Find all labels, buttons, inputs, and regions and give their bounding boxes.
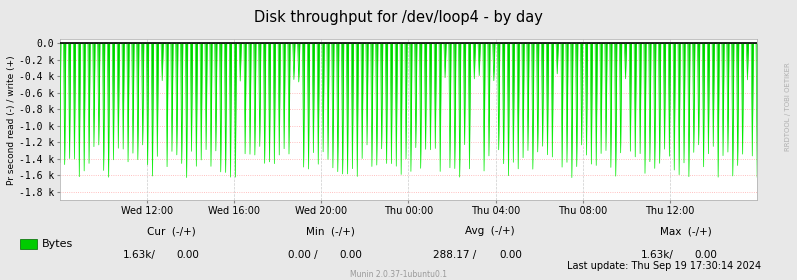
Text: Last update: Thu Sep 19 17:30:14 2024: Last update: Thu Sep 19 17:30:14 2024 [567, 261, 761, 271]
Text: RRDTOOL / TOBI OETIKER: RRDTOOL / TOBI OETIKER [785, 62, 791, 151]
Text: 0.00: 0.00 [499, 250, 522, 260]
Text: Avg  (-/+): Avg (-/+) [465, 226, 515, 236]
Text: 1.63k/: 1.63k/ [123, 250, 155, 260]
Text: Munin 2.0.37-1ubuntu0.1: Munin 2.0.37-1ubuntu0.1 [350, 270, 447, 279]
Text: Max  (-/+): Max (-/+) [660, 226, 711, 236]
Text: 0.00 /: 0.00 / [288, 250, 317, 260]
Text: 0.00: 0.00 [176, 250, 199, 260]
Text: Bytes: Bytes [42, 239, 73, 249]
Text: Min  (-/+): Min (-/+) [306, 226, 355, 236]
Text: 288.17 /: 288.17 / [434, 250, 477, 260]
Text: 0.00: 0.00 [340, 250, 363, 260]
Text: 1.63k/: 1.63k/ [641, 250, 673, 260]
Y-axis label: Pr second read (-) / write (+): Pr second read (-) / write (+) [7, 55, 16, 185]
Text: Disk throughput for /dev/loop4 - by day: Disk throughput for /dev/loop4 - by day [254, 10, 543, 25]
Text: 0.00: 0.00 [694, 250, 717, 260]
Text: Cur  (-/+): Cur (-/+) [147, 226, 196, 236]
